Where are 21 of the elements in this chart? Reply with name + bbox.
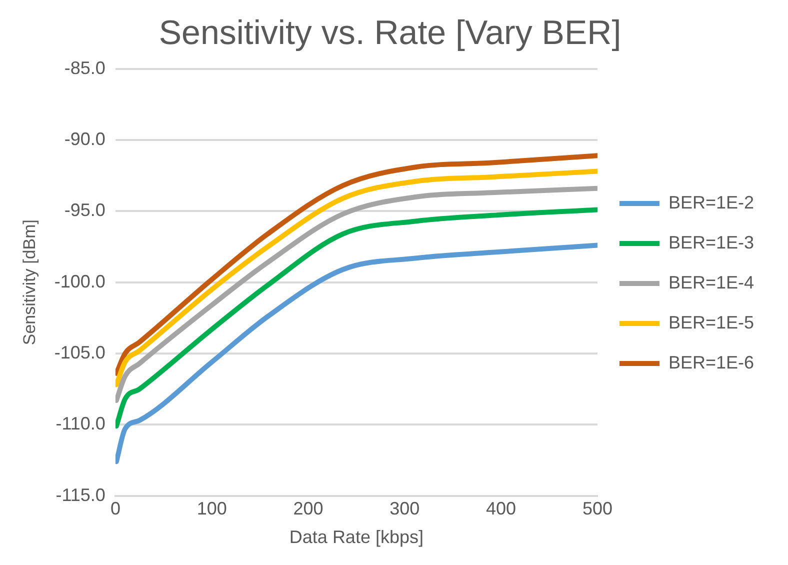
y-tick-label: -115.0 bbox=[56, 484, 106, 505]
legend-label: BER=1E-4 bbox=[668, 272, 754, 292]
x-tick-label: 100 bbox=[196, 498, 227, 519]
chart-title: Sensitivity vs. Rate [Vary BER] bbox=[158, 14, 622, 52]
x-tick-label: 400 bbox=[486, 498, 516, 519]
x-tick-label: 200 bbox=[293, 498, 324, 519]
x-tick-label: 500 bbox=[582, 498, 612, 519]
y-tick-label: -110.0 bbox=[56, 414, 106, 434]
y-tick-label: -90.0 bbox=[64, 128, 106, 149]
legend-label: BER=1E-3 bbox=[668, 232, 754, 252]
x-tick-label: 300 bbox=[390, 498, 420, 519]
legend-label: BER=1E-5 bbox=[668, 312, 754, 332]
y-tick-label: -105.0 bbox=[54, 342, 106, 362]
y-axis-title: Sensitivity [dBm] bbox=[20, 219, 39, 346]
x-axis-title: Data Rate [kbps] bbox=[289, 527, 424, 548]
legend-label: BER=1E-6 bbox=[668, 352, 754, 372]
legend-label: BER=1E-2 bbox=[668, 192, 754, 212]
y-tick-label: -85.0 bbox=[64, 58, 106, 78]
y-tick-label: -100.0 bbox=[54, 271, 106, 292]
y-tick-label: -95.0 bbox=[64, 200, 106, 220]
x-tick-label: 0 bbox=[110, 498, 120, 519]
